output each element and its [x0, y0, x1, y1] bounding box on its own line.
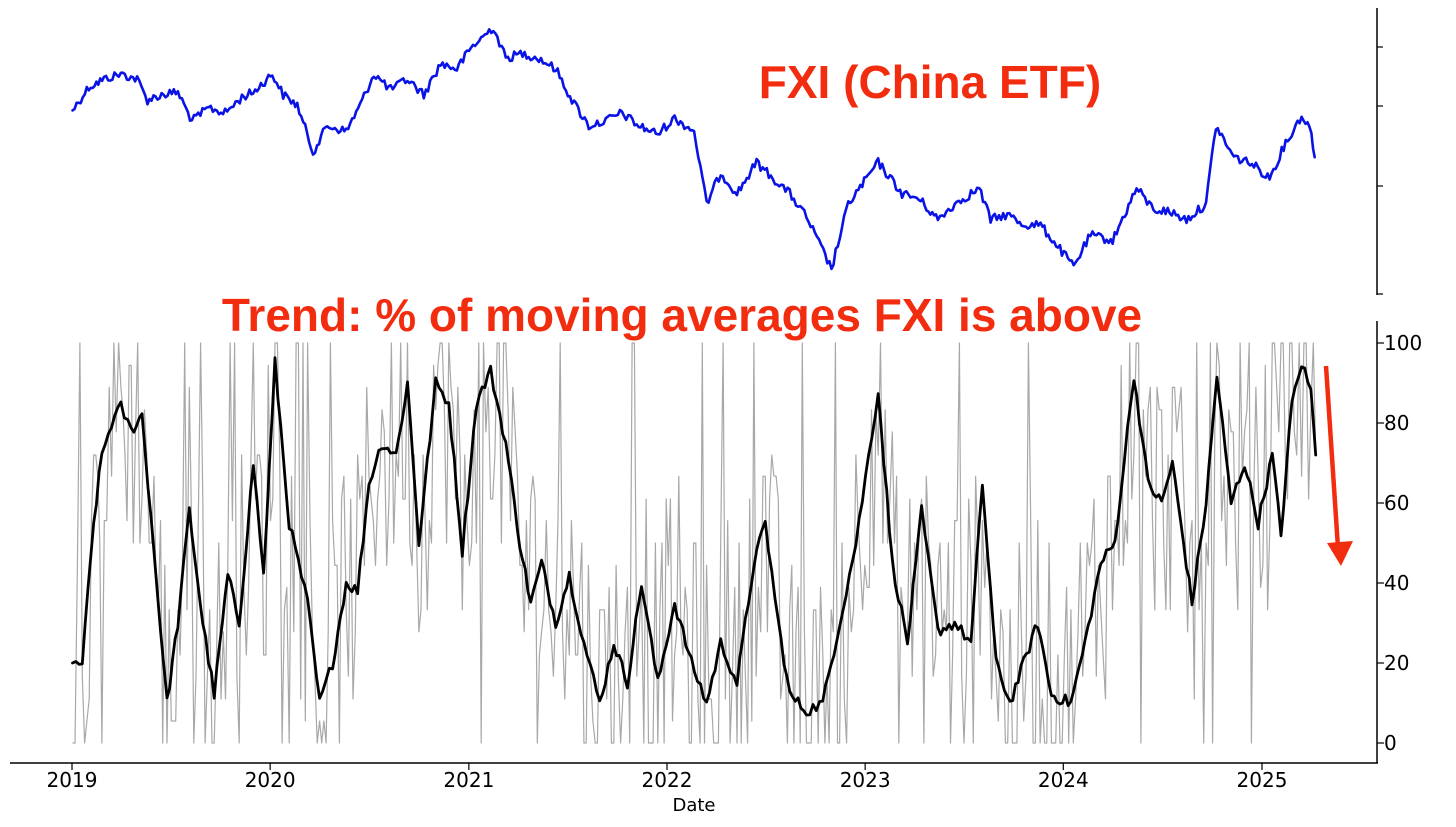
y-tick-label: 20	[1384, 651, 1409, 675]
y-tick-label: 0	[1384, 731, 1397, 755]
x-axis-title: Date	[672, 795, 715, 816]
down-arrow-icon	[1323, 365, 1353, 566]
top-y-ticks	[1377, 46, 1383, 295]
y-tick-label: 40	[1384, 571, 1409, 595]
x-tick-label: 2022	[642, 768, 693, 792]
x-tick-label: 2024	[1038, 768, 1089, 792]
y-tick-label: 80	[1384, 411, 1409, 435]
x-axis-ticks: 2019 2020 2021 2022 2023 2024 2025	[47, 763, 1288, 792]
y-tick-label: 60	[1384, 491, 1409, 515]
x-tick-label: 2021	[443, 768, 494, 792]
x-tick-label: 2019	[47, 768, 98, 792]
bottom-panel: Trend: % of moving averages FXI is above…	[10, 289, 1422, 816]
top-panel: FXI (China ETF)	[71, 8, 1383, 295]
y-tick-label: 100	[1384, 331, 1422, 355]
smoothed-trend-line	[71, 356, 1318, 717]
bottom-panel-title: Trend: % of moving averages FXI is above	[222, 289, 1142, 341]
y-axis-ticks: 0 20 40 60 80 100	[1377, 331, 1422, 755]
x-tick-label: 2023	[840, 768, 891, 792]
fxi-price-line	[71, 28, 1316, 271]
raw-trend-line	[72, 342, 1317, 744]
x-tick-label: 2025	[1237, 768, 1288, 792]
x-tick-label: 2020	[245, 768, 296, 792]
top-panel-title: FXI (China ETF)	[759, 56, 1101, 108]
